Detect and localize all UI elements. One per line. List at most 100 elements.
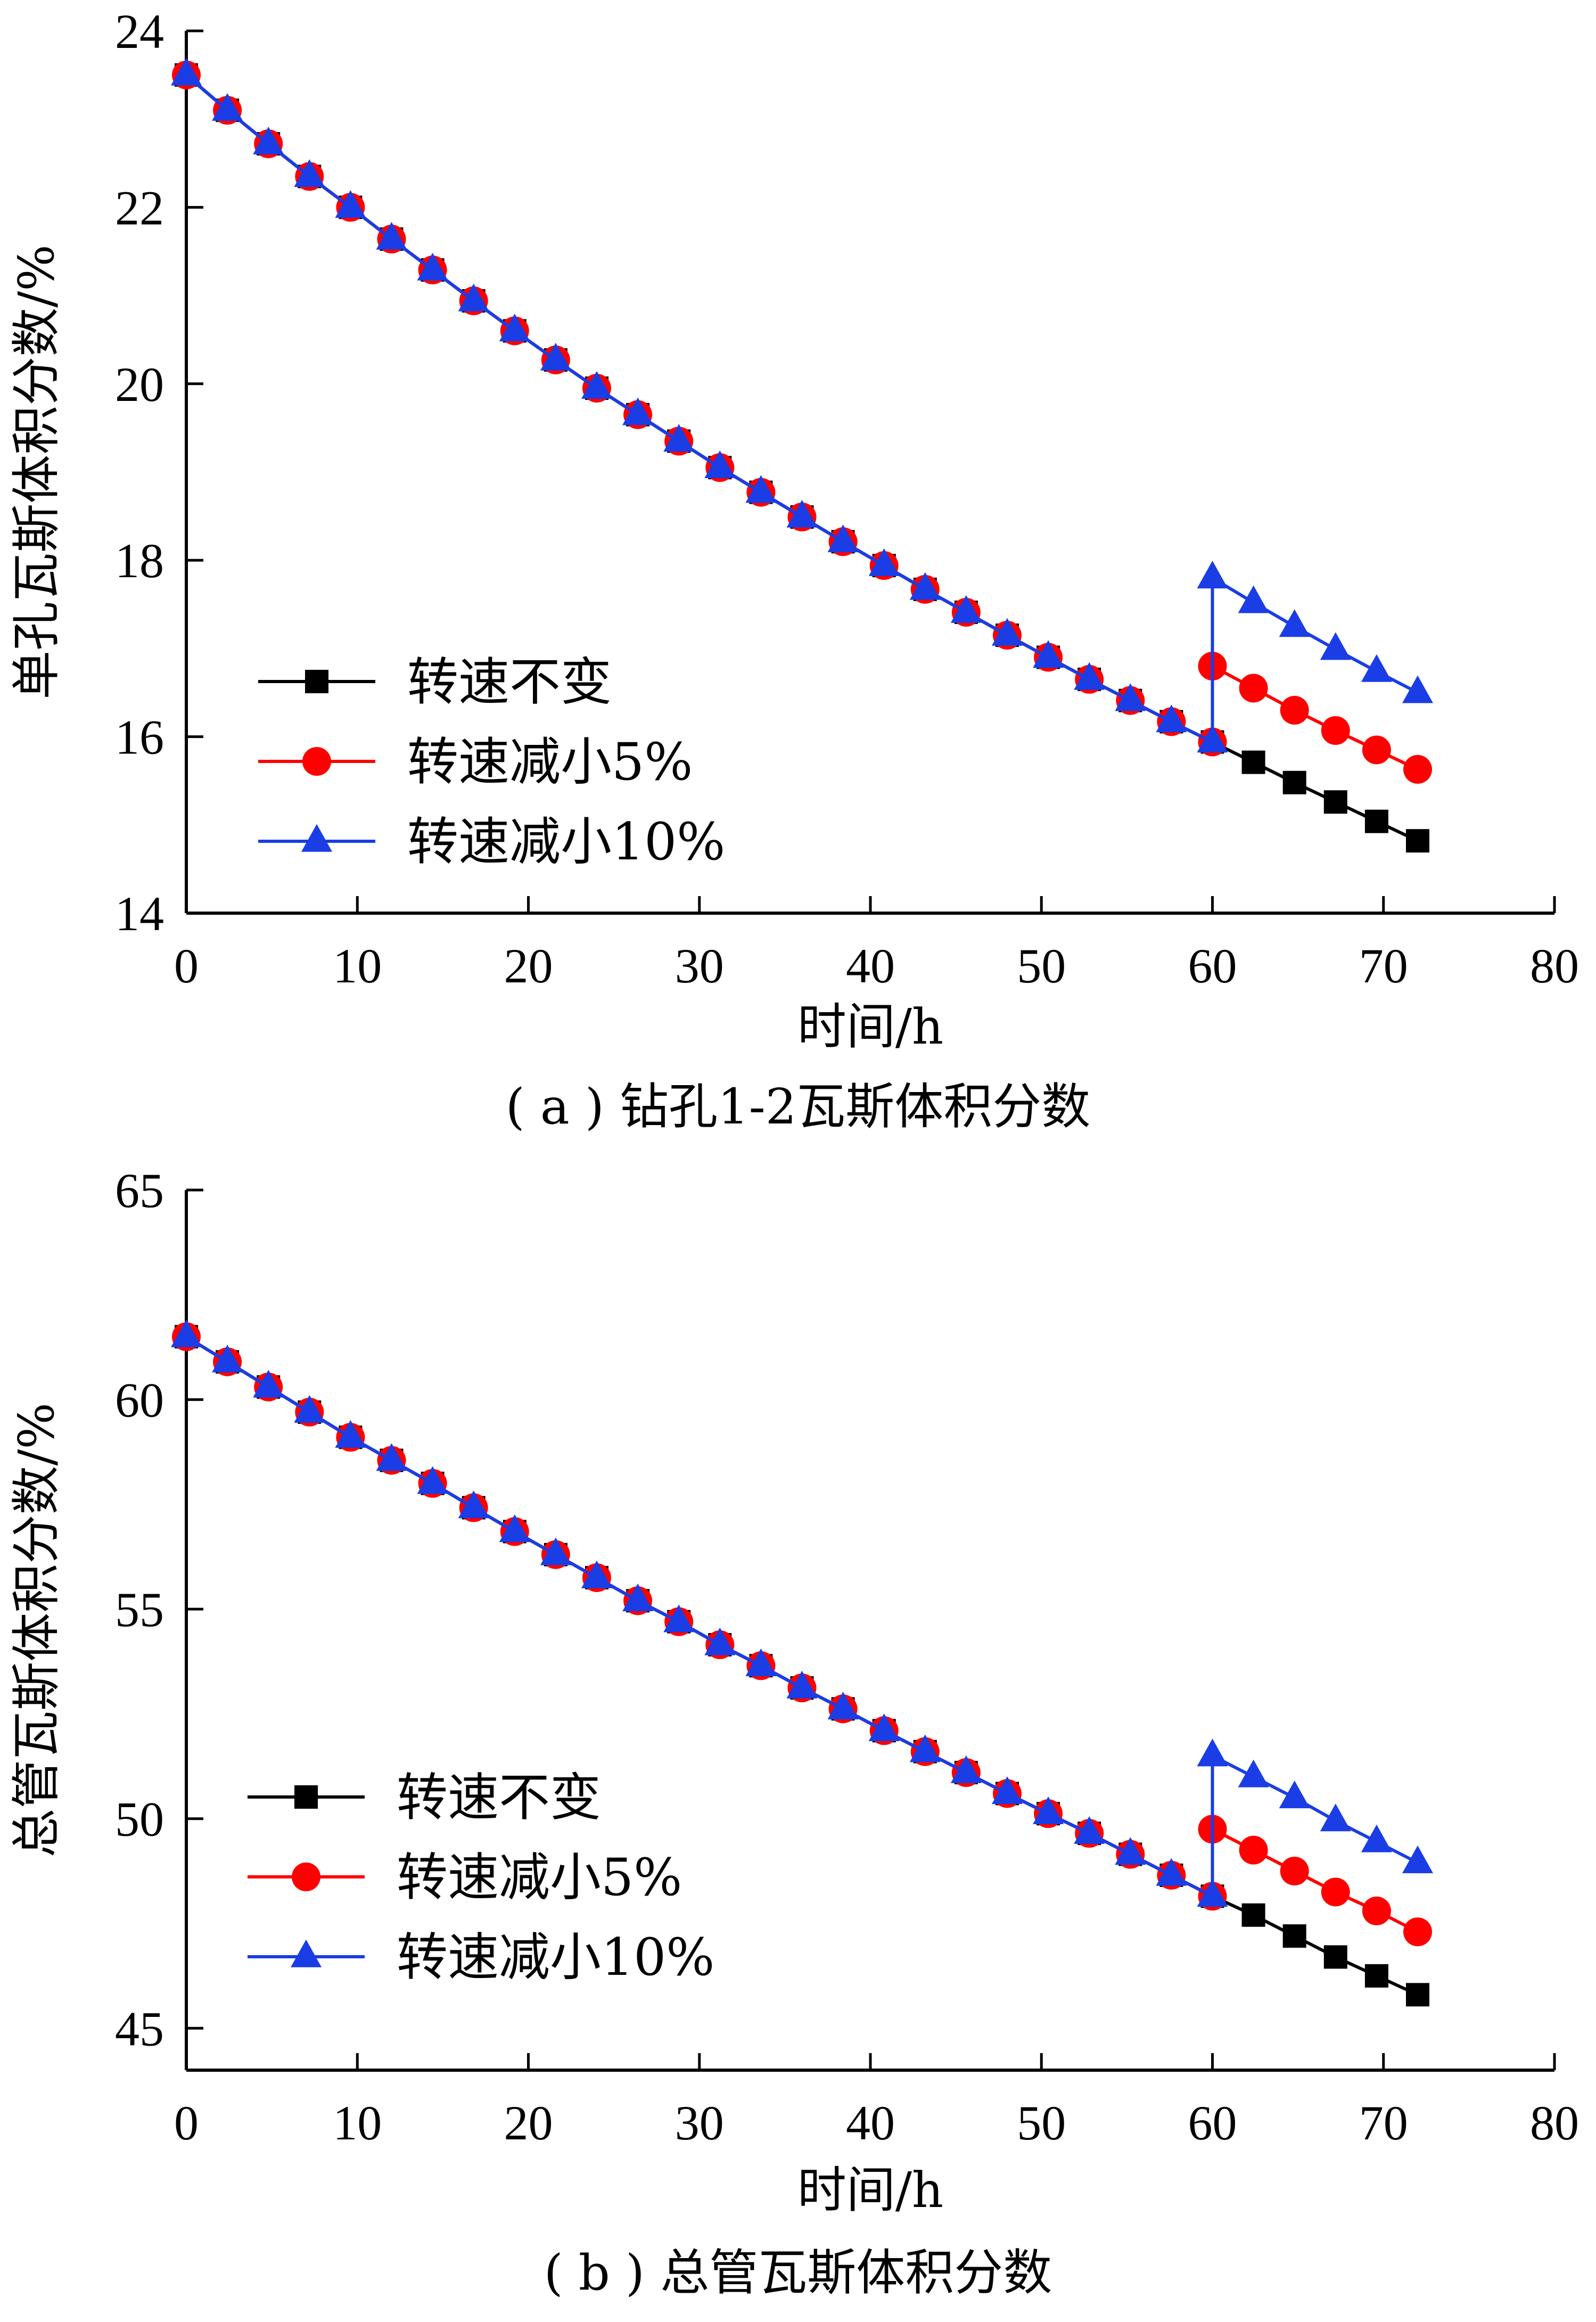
data-point: [294, 159, 325, 187]
data-point: [540, 342, 571, 371]
x-tick-label: 0: [174, 939, 199, 993]
data-point: [992, 1776, 1023, 1804]
data-point: [1364, 809, 1388, 833]
data-point: [868, 548, 900, 576]
data-point: [1402, 675, 1433, 703]
data-point: [1279, 609, 1310, 637]
data-point: [827, 524, 859, 553]
data-point: [376, 1443, 407, 1471]
legend-label: 转速减小5%: [407, 732, 693, 792]
data-point: [171, 58, 202, 86]
legend-label: 转速减小10%: [407, 812, 725, 872]
data-point: [335, 1420, 366, 1448]
data-point: [1197, 561, 1228, 589]
data-point: [335, 190, 366, 218]
panel-b: 0 10 20 30 40 50 60 70 80 45 50 55 60 65 时间/h 总管瓦斯体积分数/…: [8, 1163, 1579, 2301]
legend-entry: 转速减小5%: [248, 1848, 682, 1907]
data-point: [827, 1692, 859, 1720]
x-tick-label: 30: [675, 939, 724, 993]
data-point: [1364, 1964, 1388, 1988]
x-tick-label: 20: [504, 2096, 553, 2150]
data-point: [786, 1670, 818, 1699]
series-triangle: [171, 1319, 1433, 1907]
y-tick-label: 16: [115, 710, 164, 765]
legend-label: 转速不变: [397, 1768, 601, 1827]
y-axis-label: 单孔瓦斯体积分数/%: [8, 244, 65, 699]
data-point: [1156, 704, 1187, 733]
data-point: [1074, 662, 1105, 690]
data-point: [417, 252, 448, 281]
data-point: [499, 314, 530, 342]
panel-caption: ( b ) 总管瓦斯体积分数: [544, 2244, 1052, 2301]
data-point: [1074, 1816, 1105, 1844]
data-point: [622, 1583, 654, 1612]
data-point: [1238, 1759, 1269, 1787]
x-tick-label: 20: [504, 939, 553, 993]
data-point: [212, 1344, 243, 1373]
legend-marker: [305, 670, 328, 693]
data-point: [1403, 754, 1432, 784]
x-tick-label: 30: [675, 2096, 724, 2150]
data-point: [1323, 1945, 1347, 1969]
x-tick-label: 10: [333, 939, 382, 993]
data-point: [1279, 1781, 1310, 1809]
y-tick-label: 18: [115, 534, 164, 588]
x-tick-label: 0: [174, 2096, 199, 2150]
data-point: [663, 1604, 695, 1632]
data-point: [950, 595, 982, 623]
data-point: [622, 397, 654, 425]
panel-caption: ( a ) 钻孔1-2瓦斯体积分数: [506, 1078, 1091, 1135]
x-axis-label: 时间/h: [797, 2162, 943, 2219]
legend-entry: 转速减小10%: [248, 1927, 714, 1987]
series-line: [185, 1335, 1419, 1933]
data-point: [376, 221, 407, 250]
data-point: [1033, 640, 1064, 668]
data-point: [1406, 829, 1429, 853]
data-point: [417, 1466, 448, 1494]
data-point: [458, 283, 489, 311]
x-tick-label: 80: [1530, 2096, 1579, 2150]
x-tick-label: 50: [1017, 939, 1066, 993]
data-point: [1321, 716, 1350, 745]
data-point: [1115, 683, 1146, 711]
legend-marker: [291, 1939, 322, 1967]
data-point: [909, 572, 941, 600]
y-tick-label: 24: [115, 4, 164, 59]
legend-marker: [292, 1862, 320, 1891]
series-square: [175, 63, 1429, 853]
data-point: [1361, 1824, 1392, 1852]
x-tick-label: 80: [1530, 939, 1579, 993]
data-point: [253, 126, 284, 154]
data-point: [1402, 1845, 1433, 1874]
data-point: [581, 371, 612, 399]
data-point: [1241, 750, 1265, 774]
data-point: [540, 1537, 571, 1565]
data-point: [1156, 1858, 1187, 1886]
data-point: [253, 1369, 284, 1398]
data-point: [458, 1490, 489, 1519]
legend-label: 转速不变: [407, 652, 612, 712]
data-point: [1323, 790, 1347, 814]
data-point: [1197, 1879, 1228, 1907]
data-point: [1280, 1857, 1309, 1886]
data-point: [704, 1627, 736, 1655]
data-point: [1197, 1738, 1228, 1767]
data-point: [1280, 695, 1309, 725]
y-tick-label: 65: [115, 1163, 164, 1218]
data-point: [1241, 1903, 1265, 1927]
data-point: [1115, 1837, 1146, 1865]
legend-entry: 转速减小10%: [258, 812, 725, 872]
x-tick-label: 40: [846, 939, 895, 993]
y-tick-label: 50: [115, 1792, 164, 1847]
data-point: [1321, 1877, 1350, 1907]
legend-marker: [294, 1785, 318, 1809]
series-square: [175, 1325, 1429, 2007]
data-point: [1033, 1796, 1064, 1825]
legend-label: 转速减小5%: [397, 1848, 682, 1907]
data-point: [1320, 1803, 1351, 1832]
data-point: [1238, 585, 1269, 613]
series-line: [185, 73, 1419, 745]
series-triangle: [171, 58, 1433, 753]
data-point: [868, 1713, 900, 1742]
